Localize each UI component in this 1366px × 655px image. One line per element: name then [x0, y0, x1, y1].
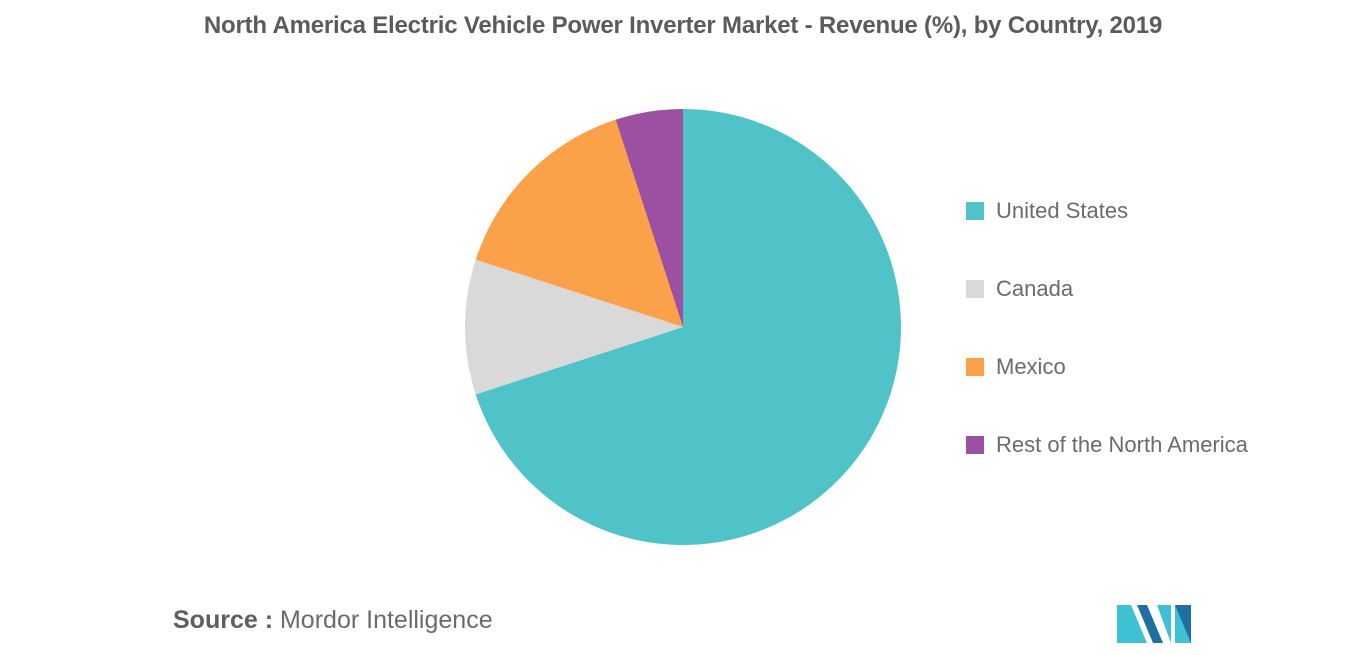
logo-shape-middle [1137, 605, 1163, 643]
legend-label: United States [996, 198, 1129, 223]
logo-shape-right-3 [1175, 605, 1191, 643]
chart-title: North America Electric Vehicle Power Inv… [203, 12, 1163, 39]
pie-slice-rest-of-the-north-america [615, 109, 683, 327]
pie-slice-mexico [475, 119, 683, 327]
legend-swatch [966, 202, 984, 220]
legend-item-canada: Canada [966, 274, 1248, 304]
pie-slice-united-states [475, 109, 901, 545]
legend-swatch [966, 436, 984, 454]
source-label: Source : [173, 606, 274, 634]
source-note: Source : Mordor Intelligence [173, 606, 493, 635]
source-value: Mordor Intelligence [279, 606, 493, 634]
logo-shape-left [1117, 605, 1147, 643]
legend-swatch [966, 358, 984, 376]
pie-slice-canada [464, 259, 683, 395]
mordor-intelligence-logo-icon [1117, 605, 1191, 643]
legend-item-rest-of-north-america: Rest of the North America [966, 430, 1248, 460]
legend-label: Rest of the North America [996, 432, 1248, 457]
legend-swatch [966, 280, 984, 298]
legend-item-mexico: Mexico [966, 352, 1248, 382]
legend-label: Mexico [996, 354, 1066, 379]
legend-label: Canada [996, 276, 1074, 301]
legend-item-united-states: United States [966, 196, 1248, 226]
logo-shape-right [1157, 605, 1171, 643]
chart-legend: United States Canada Mexico Rest of the … [966, 196, 1248, 508]
